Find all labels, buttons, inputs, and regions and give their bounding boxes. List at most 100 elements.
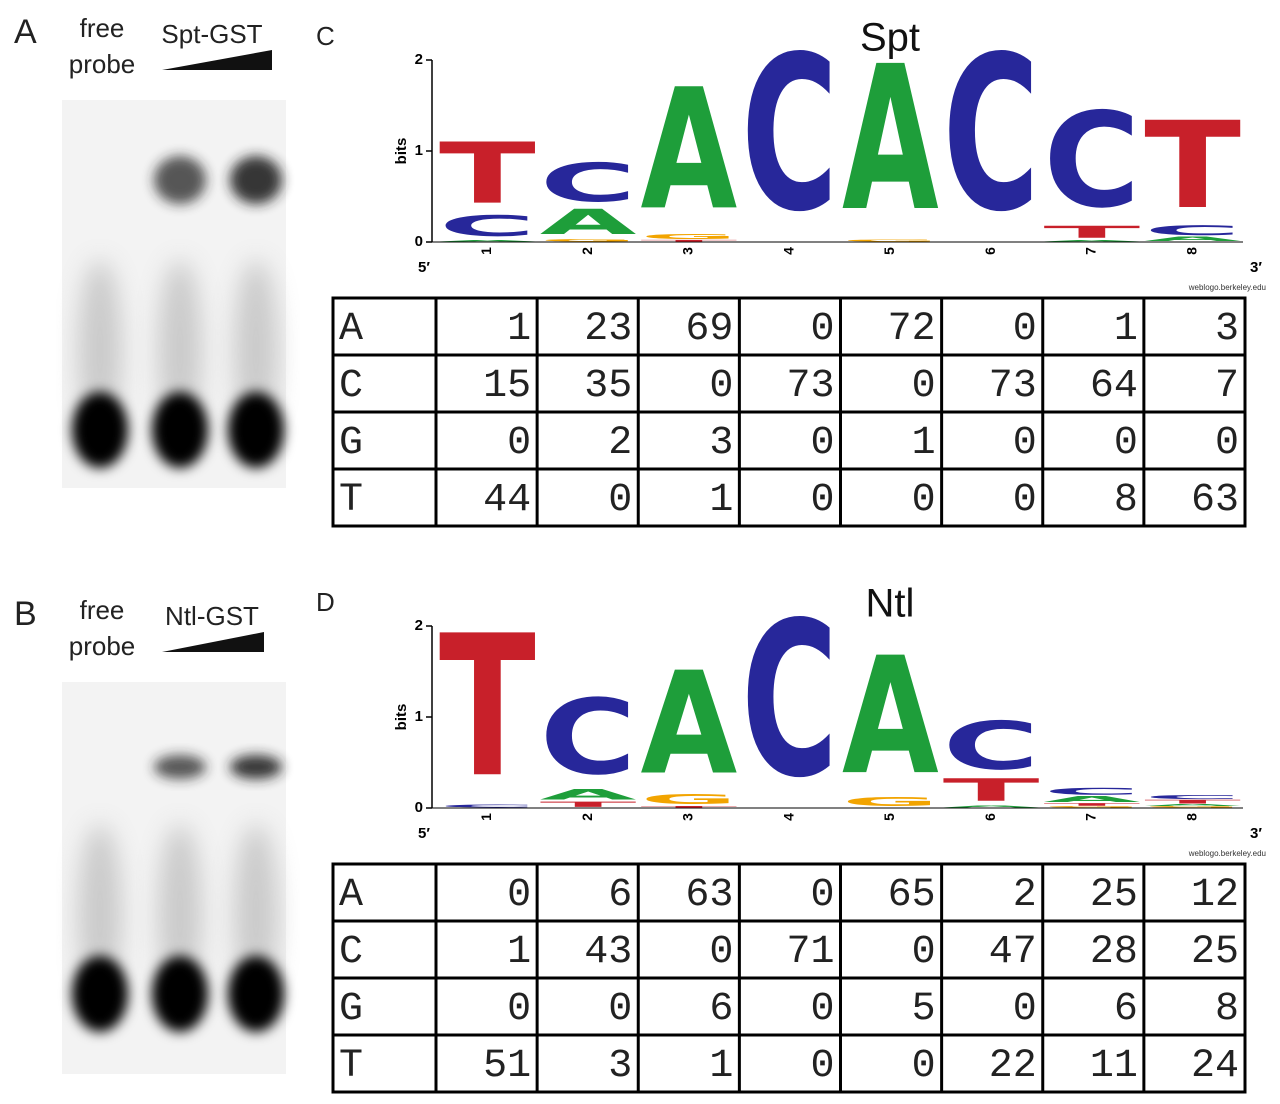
logo-letter: A [641,642,738,806]
five-prime: 5′ [418,259,430,276]
count-cell: 0 [810,307,834,352]
logo-letter: G [842,795,939,809]
panel-label: A [14,13,37,51]
shifted-band [230,755,282,779]
position-label: 6 [982,247,998,255]
count-cell: 1 [912,421,936,466]
credit: weblogo.berkeley.edu [1188,283,1266,292]
logo-letter: T [1044,802,1141,806]
count-cell: 0 [1114,421,1138,466]
count-cell: 8 [1215,987,1239,1032]
count-cell: 12 [1191,873,1239,918]
free-probe-band [152,392,208,468]
protein-label: Spt-GST [161,19,262,49]
logo-letter: A [1044,794,1141,804]
free-probe-band [72,392,128,468]
count-cell: 0 [709,930,733,975]
count-cell: 0 [608,987,632,1032]
count-cell: 47 [989,930,1037,975]
logo-letter: A [1144,236,1241,243]
logo-letter: A [439,240,536,242]
y-axis-label: bits [393,704,410,731]
logo-letter: A [540,786,637,803]
logo-letter: T [1044,222,1141,241]
count-cell: 8 [1114,478,1138,523]
logo-letter: T [1144,96,1241,236]
count-cell: 1 [507,307,531,352]
shifted-band [154,156,206,204]
logo-letter: T [1144,799,1241,805]
logo-letter: G [641,791,738,807]
logo-letter: A [540,202,637,243]
count-cell: 0 [810,1044,834,1089]
y-tick-label: 2 [415,617,423,634]
count-cell: 3 [1215,307,1239,352]
lane-label: free [80,595,125,625]
count-cell: 0 [810,987,834,1032]
row-base: C [339,364,363,409]
logo-letter: G [540,239,637,243]
logo-letter: T [540,800,637,808]
count-cell: 0 [912,478,936,523]
count-cell: 23 [584,307,632,352]
protein-label: Ntl-GST [165,601,259,631]
position-label: 5 [881,247,897,255]
count-cell: 51 [483,1044,531,1089]
logo-letter: C [439,210,536,243]
position-label: 3 [680,813,696,821]
count-cell: 1 [1114,307,1138,352]
y-tick-label: 1 [415,142,423,159]
logo-title: Spt [860,16,920,60]
logo-letter: A [641,54,738,247]
y-axis-label: bits [393,138,410,165]
logo-letter: A [842,25,939,256]
logo-letter: A [1144,804,1241,807]
logo-title: Ntl [866,582,915,626]
smear [158,260,202,440]
lane-label: free [80,13,125,43]
count-cell: 6 [608,873,632,918]
count-cell: 0 [1013,421,1037,466]
count-cell: 3 [608,1044,632,1089]
logo-letter: A [1044,240,1141,242]
row-base: T [339,478,363,523]
count-cell: 64 [1090,364,1138,409]
position-label: 7 [1083,247,1099,255]
count-cell: 35 [584,364,632,409]
free-probe-band [72,956,128,1032]
free-probe-band [152,956,208,1032]
logo-letter: G [1144,806,1241,808]
logo-letter: T [943,772,1040,808]
count-cell: 24 [1191,1044,1239,1089]
count-cell: 72 [888,307,936,352]
smear [234,260,278,440]
logo-letter: C [439,804,536,808]
logo-letter: T [439,126,536,223]
y-tick-label: 2 [415,51,423,68]
logo-letter: T [439,595,536,821]
count-cell: 71 [786,930,834,975]
logo-letter: G [1044,806,1141,808]
five-prime: 5′ [418,825,430,842]
y-tick-label: 0 [415,799,423,816]
count-cell: 0 [1013,307,1037,352]
lane-label: probe [69,49,136,79]
position-label: 4 [780,813,796,821]
logo-letter: C [943,11,1040,259]
count-cell: 5 [912,987,936,1032]
count-cell: 0 [1215,421,1239,466]
count-cell: 0 [912,930,936,975]
count-cell: 25 [1090,873,1138,918]
count-cell: 0 [912,364,936,409]
position-label: 1 [478,813,494,821]
smear [78,824,122,1004]
y-tick-label: 0 [415,233,423,250]
position-label: 8 [1183,247,1199,255]
panel-label: B [14,595,37,633]
count-cell: 6 [1114,987,1138,1032]
position-label: 1 [478,247,494,255]
lane-label: probe [69,631,136,661]
row-base: A [339,307,363,352]
count-cell: 1 [709,1044,733,1089]
